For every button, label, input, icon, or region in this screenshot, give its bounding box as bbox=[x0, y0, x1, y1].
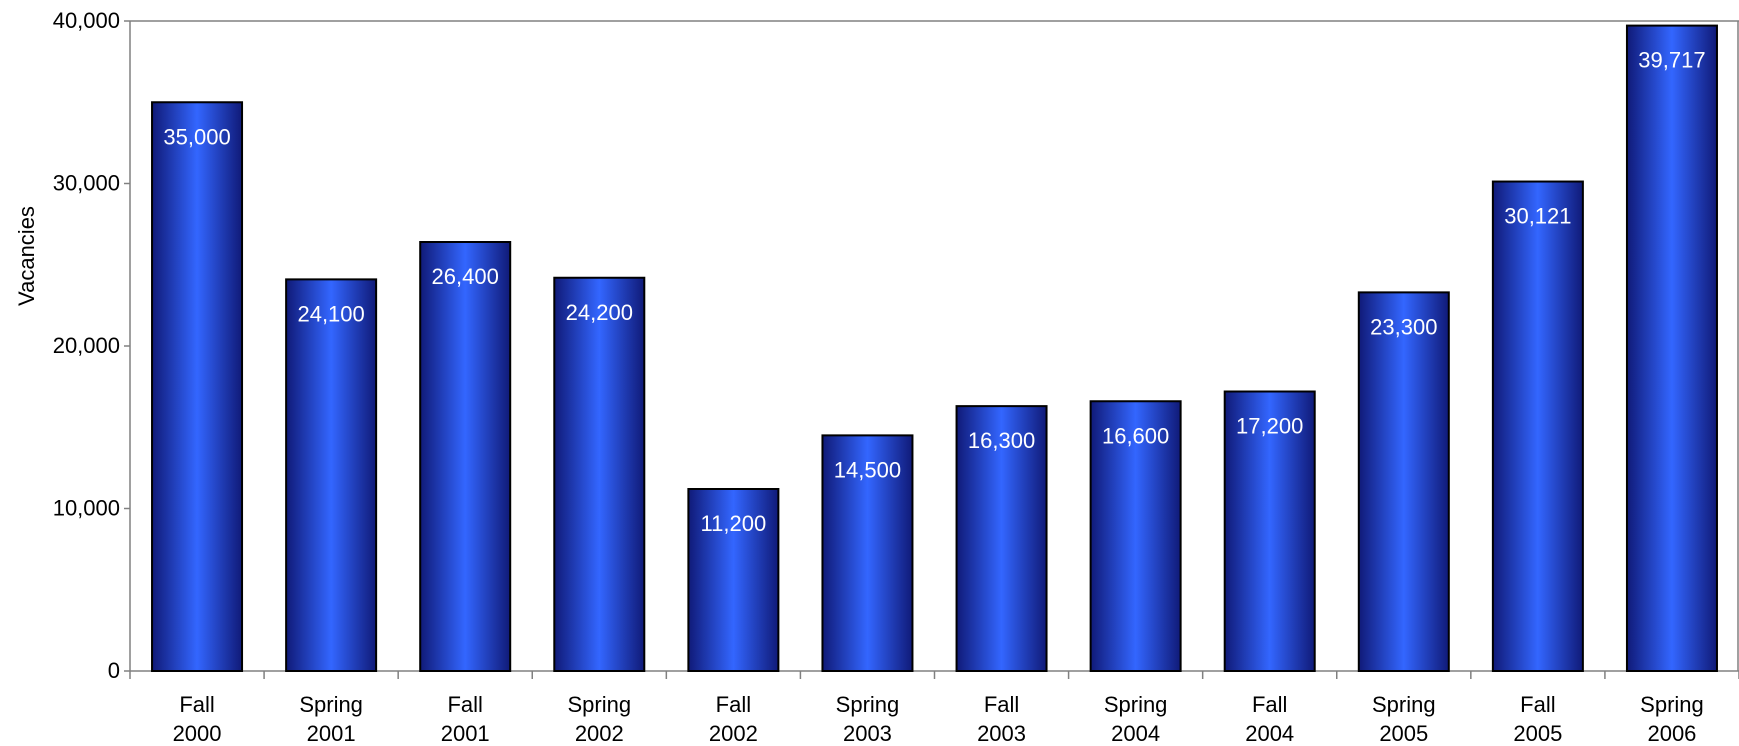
x-tick-label: Spring bbox=[299, 692, 363, 717]
x-tick-label: 2000 bbox=[173, 721, 222, 746]
data-label: 39,717 bbox=[1638, 48, 1705, 73]
bar bbox=[286, 279, 376, 671]
bar bbox=[1359, 292, 1449, 671]
data-label: 17,200 bbox=[1236, 414, 1303, 439]
data-label: 16,600 bbox=[1102, 423, 1169, 448]
x-tick-label: Fall bbox=[984, 692, 1019, 717]
data-label: 30,121 bbox=[1504, 204, 1571, 229]
x-tick-label: 2004 bbox=[1245, 721, 1294, 746]
category-labels: Fall 2000 Spring 2001 Fall 2001 Spring 2002 Fall… bbox=[173, 692, 1704, 746]
y-tick-label: 10,000 bbox=[53, 496, 120, 521]
data-label: 35,000 bbox=[163, 124, 230, 149]
x-tick-label: 2006 bbox=[1647, 721, 1696, 746]
x-tick-label: 2004 bbox=[1111, 721, 1160, 746]
y-tick-label: 20,000 bbox=[53, 333, 120, 358]
x-tick-label: 2003 bbox=[843, 721, 892, 746]
bar bbox=[1627, 26, 1717, 671]
x-tick-label: 2002 bbox=[709, 721, 758, 746]
x-tick-label: 2005 bbox=[1513, 721, 1562, 746]
x-tick-label: Spring bbox=[567, 692, 631, 717]
data-label: 23,300 bbox=[1370, 314, 1437, 339]
x-tick-label: Spring bbox=[1372, 692, 1436, 717]
x-tick-label: Fall bbox=[1520, 692, 1555, 717]
data-label: 26,400 bbox=[432, 264, 499, 289]
x-tick-label: Fall bbox=[447, 692, 482, 717]
bar bbox=[420, 242, 510, 671]
x-tick-label: Spring bbox=[836, 692, 900, 717]
data-label: 24,200 bbox=[566, 300, 633, 325]
data-label: 16,300 bbox=[968, 428, 1035, 453]
bar bbox=[554, 278, 644, 671]
y-tick-label: 40,000 bbox=[53, 8, 120, 33]
x-tick-label: 2003 bbox=[977, 721, 1026, 746]
x-tick-label: 2005 bbox=[1379, 721, 1428, 746]
data-label: 24,100 bbox=[297, 301, 364, 326]
x-tick-label: Fall bbox=[716, 692, 751, 717]
y-axis: 0 10,000 20,000 30,000 40,000 bbox=[53, 8, 130, 683]
bars bbox=[152, 26, 1717, 671]
y-axis-title: Vacancies bbox=[14, 206, 39, 306]
data-label: 14,500 bbox=[834, 457, 901, 482]
x-tick-label: Fall bbox=[1252, 692, 1287, 717]
data-labels: 35,000 24,100 26,400 24,200 11,200 14,500 16,3… bbox=[163, 48, 1705, 536]
x-tick-label: 2001 bbox=[307, 721, 356, 746]
data-label: 11,200 bbox=[701, 511, 767, 536]
x-tick-label: 2002 bbox=[575, 721, 624, 746]
x-tick-label: Spring bbox=[1104, 692, 1168, 717]
y-tick-label: 30,000 bbox=[53, 171, 120, 196]
x-tick-label: Spring bbox=[1640, 692, 1704, 717]
bar bbox=[1493, 182, 1583, 671]
x-tick-label: Fall bbox=[179, 692, 214, 717]
y-tick-label: 0 bbox=[108, 658, 120, 683]
x-axis bbox=[130, 671, 1739, 679]
bar bbox=[152, 102, 242, 671]
x-tick-label: 2001 bbox=[441, 721, 490, 746]
